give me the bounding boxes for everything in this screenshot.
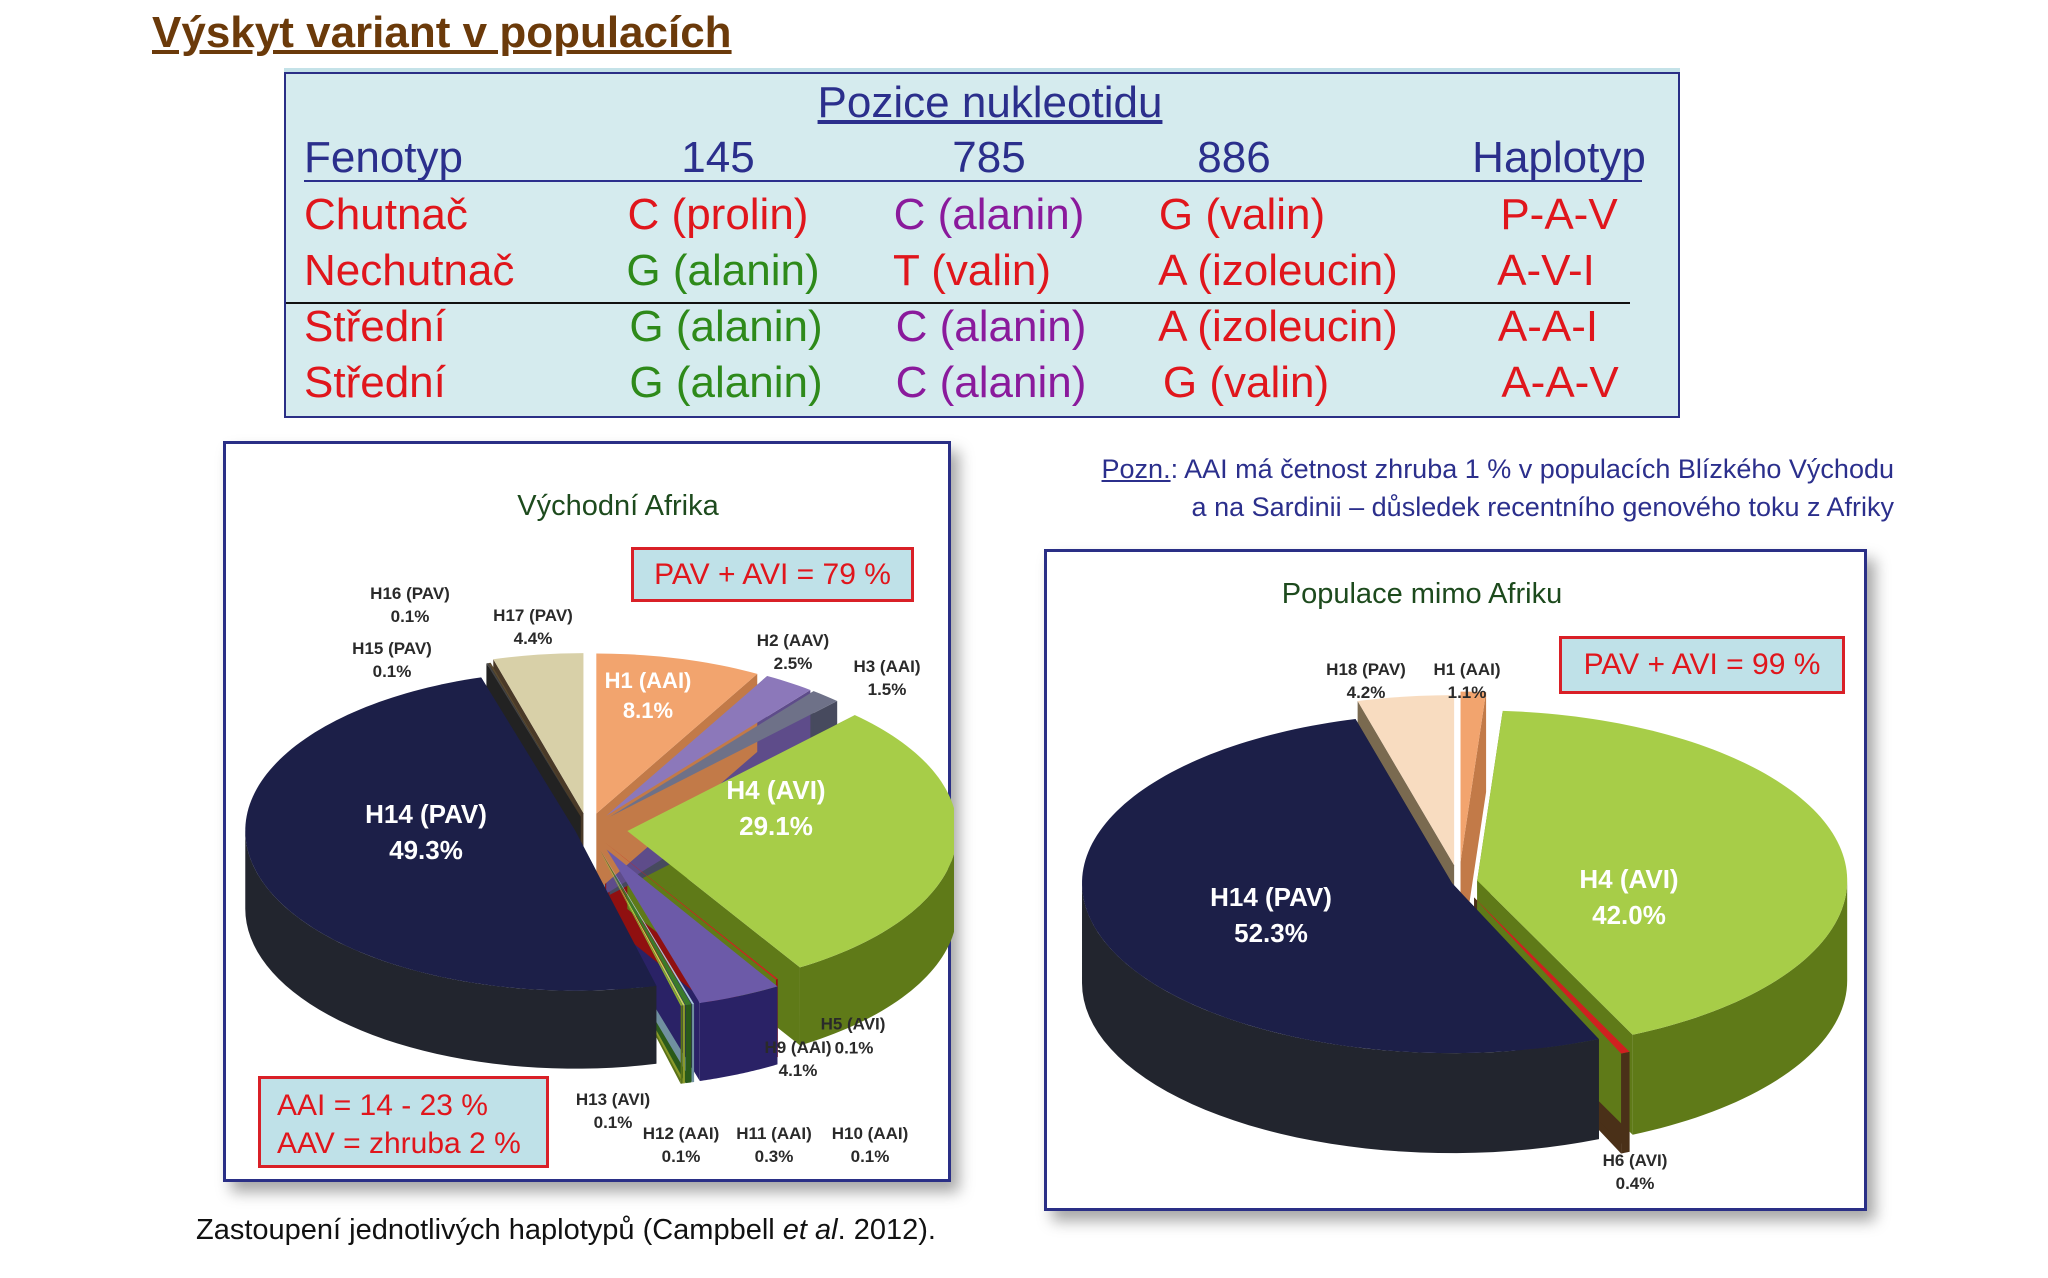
slice-side-h11 (685, 1004, 692, 1084)
caption-text: Zastoupení jednotlivých haplotypů (Campb… (196, 1214, 783, 1246)
slice-label-h16: H16 (PAV) 0.1% (370, 584, 450, 626)
chart-title: Východní Afrika (517, 490, 719, 522)
east-africa-chart: Východní Afrika PAV + AVI = 79 % AAI = 1… (223, 441, 954, 1182)
caption-end: . 2012). (837, 1214, 936, 1246)
slice-label-h18: H18 (PAV) 4.2% (1326, 660, 1406, 702)
slice-h16 (488, 662, 581, 817)
note-text: Pozn.: AAI má četnost zhruba 1 % v popul… (986, 450, 1894, 526)
slice-h14 (245, 677, 657, 991)
slice-side-h9 (699, 986, 778, 1081)
slice-side-h13 (680, 1005, 683, 1084)
slice-label-h5-pct: 0.1% (834, 1038, 874, 1058)
chart-title: Populace mimo Afriku (1281, 578, 1563, 610)
slice-label-h11: H11 (AAI) 0.3% (736, 1124, 812, 1166)
header-145: 145 (681, 133, 755, 182)
row4-haplotype: A-A-V (1501, 358, 1619, 407)
header-divider (304, 180, 1642, 182)
row1-785: C (alanin) (893, 190, 1085, 239)
slice-h1 (596, 653, 758, 814)
row4-145: G (alanin) (629, 358, 823, 407)
slide-title: Výskyt variant v populacích (152, 8, 732, 57)
note-line1: : AAI má četnost zhruba 1 % v populacích… (1170, 454, 1894, 484)
slice-h4 (627, 715, 954, 968)
aai-aav-box: AAI = 14 - 23 % AAV = zhruba 2 % (258, 1076, 549, 1168)
slice-side-h14 (245, 830, 657, 1069)
row3-haplotype: A-A-I (1497, 302, 1599, 351)
slice-h9 (606, 849, 778, 1003)
slice-label-h14: H14 (PAV) 52.3% (1210, 882, 1332, 948)
row4-785: C (alanin) (895, 358, 1087, 407)
row1-haplotype: P-A-V (1500, 190, 1618, 239)
outside-africa-pie (1082, 691, 1848, 1154)
row2-886: A (izoleucin) (1158, 246, 1398, 295)
slice-label-h4: H4 (AVI) 29.1% (726, 775, 826, 841)
slice-label-h6: H6 (AVI) 0.4% (1602, 1151, 1668, 1193)
slice-side-h4 (799, 853, 954, 1046)
row1-phenotype: Chutnač (304, 190, 468, 239)
row3-145: G (alanin) (629, 302, 823, 351)
row4-886: G (valin) (1162, 358, 1330, 407)
slice-side-h12 (682, 1005, 685, 1084)
slice-label-h3: H3 (AAI) 1.5% (853, 657, 921, 699)
slice-h17 (493, 653, 584, 814)
row2-phenotype: Nechutnač (304, 246, 515, 295)
slice-label-h12: H12 (AAI) 0.1% (642, 1124, 720, 1166)
east-africa-pie (245, 653, 954, 1084)
note-line2: a na Sardinii – důsledek recentního geno… (1191, 492, 1894, 522)
row3-886: A (izoleucin) (1158, 302, 1398, 351)
row-divider (286, 302, 1630, 304)
slice-label-h17: H17 (PAV) 4.4% (493, 606, 573, 648)
slice-h12 (599, 850, 685, 1006)
slice-h4 (1477, 710, 1848, 1035)
slice-h6 (1474, 897, 1630, 1054)
slice-label-h1: H1 (AAI) 1.1% (1433, 660, 1501, 702)
pav-avi-sum-box: PAV + AVI = 99 % (1559, 636, 1845, 694)
slice-label-h1: H1 (AAI) 8.1% (604, 668, 692, 723)
outside-africa-chart: Populace mimo Afriku PAV + AVI = 99 % H1… (1044, 549, 1867, 1211)
aai-annotation: AAI = 14 - 23 % (277, 1089, 488, 1122)
aav-annotation: AAV = zhruba 2 % (277, 1127, 521, 1160)
figure-caption: Zastoupení jednotlivých haplotypů (Campb… (196, 1214, 936, 1247)
slice-h15 (486, 663, 581, 817)
slice-label-h9: H9 (AAI) 4.1% (764, 1038, 832, 1080)
slice-h10 (600, 850, 695, 1005)
row3-785: C (alanin) (895, 302, 1087, 351)
slice-side-h14 (1082, 883, 1599, 1154)
slice-side-h10 (692, 1004, 695, 1083)
row2-haplotype: A-V-I (1497, 246, 1595, 295)
pav-avi-sum-box: PAV + AVI = 79 % (631, 547, 914, 602)
slice-h13 (599, 850, 683, 1006)
slice-h3 (609, 691, 838, 817)
header-phenotype: Fenotyp (304, 133, 463, 182)
slice-h14 (1082, 719, 1599, 1054)
slice-label-h5: H5 (AVI) (820, 1014, 886, 1034)
slice-label-h13: H13 (AVI) 0.1% (575, 1090, 651, 1132)
caption-italic: et al (782, 1214, 838, 1246)
header-886: 886 (1197, 133, 1271, 182)
header-haplotype: Haplotyp (1472, 133, 1646, 182)
row1-886: G (valin) (1158, 190, 1326, 239)
slice-h1 (1460, 691, 1487, 862)
row1-145: C (prolin) (627, 190, 809, 239)
slice-side-h6 (1621, 1051, 1630, 1154)
slice-side-h4 (1632, 880, 1848, 1135)
note-prefix: Pozn. (1101, 454, 1171, 484)
row2-785: T (valin) (892, 246, 1052, 295)
slice-label-h4: H4 (AVI) 42.0% (1579, 864, 1679, 930)
slice-label-h14: H14 (PAV) 49.3% (365, 799, 487, 865)
slice-h11 (600, 850, 692, 1006)
slice-label-h10: H10 (AAI) 0.1% (831, 1124, 909, 1166)
header-785: 785 (952, 133, 1026, 182)
slice-h2 (606, 676, 811, 816)
slice-label-h2: H2 (AAV) 2.5% (756, 631, 830, 673)
table-caption: Pozice nukleotidu (817, 78, 1163, 127)
nucleotide-table: Pozice nukleotidu Fenotyp 145 785 886 Ha… (284, 72, 1680, 418)
row4-phenotype: Střední (304, 358, 446, 407)
row3-phenotype: Střední (304, 302, 446, 351)
row2-145: G (alanin) (626, 246, 820, 295)
slice-h5 (605, 842, 778, 980)
slice-wall-h1 (1460, 692, 1487, 962)
slice-h18 (1357, 695, 1455, 866)
slice-label-h15: H15 (PAV) 0.1% (352, 639, 432, 681)
